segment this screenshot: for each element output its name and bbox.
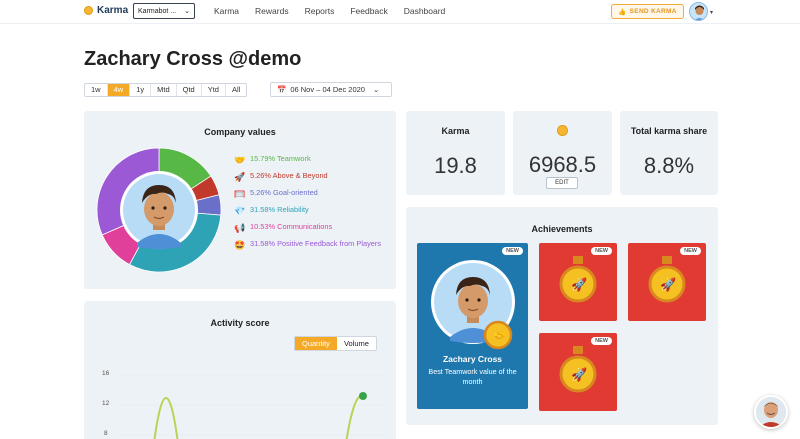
send-karma-button[interactable]: 👍 SEND KARMA (611, 4, 684, 19)
goal-icon: 🥅 (234, 189, 246, 199)
legend-label: 10.53% Communications (250, 222, 333, 231)
legend-item-teamwork: 🤝 15.79% Teamwork (234, 154, 382, 171)
legend-label: 31.58% Reliability (250, 205, 309, 214)
nav-rewards[interactable]: Rewards (255, 6, 289, 16)
y-tick-12: 12 (102, 400, 110, 407)
activity-line (153, 397, 179, 439)
new-badge: NEW (502, 247, 523, 255)
new-badge: NEW (680, 247, 701, 255)
karma-share-card: Total karma share 8.8% (620, 111, 718, 195)
activity-point[interactable] (359, 392, 367, 400)
activity-score-chart: 16 12 8 (102, 370, 384, 439)
range-1y[interactable]: 1y (130, 84, 152, 96)
karma-card: Karma 19.8 (406, 111, 505, 195)
star-struck-icon: 🤩 (234, 240, 246, 250)
range-all[interactable]: All (231, 85, 241, 94)
range-4w[interactable]: 4w (107, 84, 131, 96)
chevron-down-icon: ⌄ (372, 85, 380, 94)
brand-name: Karma (97, 5, 129, 16)
user-avatar[interactable] (689, 2, 708, 21)
achievement-description: Best Teamwork value of the month (428, 367, 517, 386)
activity-line (345, 395, 363, 439)
svg-text:🤝: 🤝 (493, 331, 505, 342)
legend-item-reliability: 💎 31.58% Reliability (234, 205, 382, 222)
chevron-down-icon: ⌄ (184, 8, 190, 15)
karma-label: Karma (441, 126, 470, 136)
brand-logo[interactable]: Karma (84, 5, 128, 16)
handshake-icon: 🤝 (234, 155, 246, 165)
y-tick-8: 8 (104, 430, 108, 437)
nav-dashboard[interactable]: Dashboard (403, 6, 446, 16)
achievements-title: Achievements (531, 224, 593, 234)
rocket-medal-icon: 🚀 (648, 256, 686, 303)
legend-item-above-beyond: 🚀 5.26% Above & Beyond (234, 171, 382, 188)
achievement-badge[interactable]: NEW 🚀 (539, 333, 617, 411)
svg-text:🚀: 🚀 (571, 277, 587, 292)
legend-label: 15.79% Teamwork (250, 154, 311, 163)
gem-icon: 💎 (234, 206, 246, 216)
new-badge: NEW (591, 337, 612, 345)
karma-logo-icon (84, 6, 93, 15)
company-values-legend: 🤝 15.79% Teamwork 🚀 5.26% Above & Beyond… (234, 154, 382, 261)
toggle-volume[interactable]: Volume (343, 339, 369, 348)
karma-balance-value: 6968.5 (528, 152, 597, 177)
achievements-card: Achievements NEW 🤝 Zachary Cross Best Te… (406, 207, 718, 425)
karma-balance-card: 6968.5 EDIT (513, 111, 612, 195)
date-range-value: 06 Nov – 04 Dec 2020 (290, 85, 365, 94)
legend-label: 5.26% Goal-oriented (250, 188, 318, 197)
support-agent-avatar (756, 397, 786, 427)
nav-karma[interactable]: Karma (214, 6, 240, 16)
rocket-icon: 🚀 (234, 172, 246, 182)
legend-label: 31.58% Positive Feedback from Players (250, 239, 382, 248)
achievement-featured[interactable]: NEW 🤝 Zachary Cross Best Teamwork value … (417, 243, 528, 409)
rocket-medal-icon: 🚀 (559, 346, 597, 393)
legend-item-communications: 📢 10.53% Communications (234, 222, 382, 239)
company-values-title: Company values (204, 127, 276, 137)
achievement-badge[interactable]: NEW 🚀 (539, 243, 617, 321)
range-1w[interactable]: 1w (85, 84, 108, 96)
time-range-selector: 1w 4w 1y Mtd Qtd Ytd All (84, 83, 248, 97)
calendar-icon: 📅 (277, 85, 287, 94)
toggle-quantity[interactable]: Quantity (295, 337, 337, 350)
y-tick-16: 16 (102, 370, 110, 377)
megaphone-icon: 📢 (234, 223, 246, 233)
support-chat-button[interactable] (754, 395, 788, 429)
date-range-picker[interactable]: 📅 06 Nov – 04 Dec 2020 ⌄ (270, 82, 392, 97)
main-nav: Karma Rewards Reports Feedback Dashboard (214, 6, 461, 16)
svg-text:🚀: 🚀 (660, 277, 676, 292)
achievement-avatar: 🤝 (431, 260, 515, 350)
new-badge: NEW (591, 247, 612, 255)
user-menu-caret-icon[interactable]: ▾ (710, 10, 714, 16)
activity-metric-toggle: Quantity Volume (294, 336, 377, 351)
coin-icon (557, 125, 568, 136)
legend-item-goal-oriented: 🥅 5.26% Goal-oriented (234, 188, 382, 205)
legend-item-positive-feedback: 🤩 31.58% Positive Feedback from Players (234, 239, 382, 261)
team-selector[interactable]: Karmabot ... ⌄ (133, 3, 195, 19)
rocket-medal-icon: 🚀 (559, 256, 597, 303)
karma-share-value: 8.8% (643, 153, 695, 178)
range-qtd[interactable]: Qtd (177, 84, 202, 96)
activity-score-title: Activity score (210, 318, 270, 328)
karma-share-label: Total karma share (630, 126, 708, 136)
range-ytd[interactable]: Ytd (202, 84, 226, 96)
karma-value: 19.8 (434, 153, 477, 178)
nav-reports[interactable]: Reports (304, 6, 335, 16)
achievement-name: Zachary Cross (442, 354, 503, 364)
legend-label: 5.26% Above & Beyond (250, 171, 328, 180)
top-navigation: Karma Karmabot ... ⌄ Karma Rewards Repor… (0, 0, 800, 24)
company-values-card: Company values 🤝 15.79% Teamwork 🚀 5.26%… (84, 111, 396, 289)
edit-balance-button[interactable]: EDIT (546, 177, 578, 189)
achievement-badge[interactable]: NEW 🚀 (628, 243, 706, 321)
company-values-donut-chart (96, 147, 222, 273)
nav-feedback[interactable]: Feedback (350, 6, 388, 16)
send-karma-label: SEND KARMA (629, 8, 677, 15)
team-selector-value: Karmabot ... (138, 7, 177, 15)
range-mtd[interactable]: Mtd (151, 84, 177, 96)
svg-text:🚀: 🚀 (571, 367, 587, 382)
activity-score-card: Activity score Quantity Volume 16 12 8 (84, 301, 396, 439)
thumbs-up-icon: 👍 (618, 8, 627, 16)
page-title: Zachary Cross @demo (84, 48, 302, 70)
